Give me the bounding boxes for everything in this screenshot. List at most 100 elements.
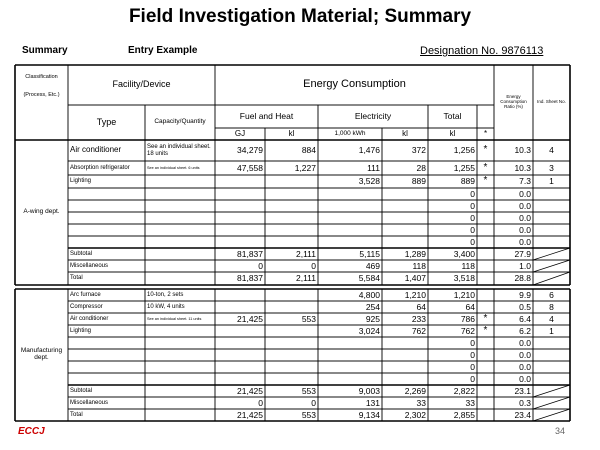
value-cell: 553: [301, 409, 316, 420]
label-cell: Air conditioner: [70, 315, 109, 322]
label-cell: Total: [70, 275, 83, 282]
value-cell: 1,256: [453, 145, 475, 156]
section-name: Manufacturing dept.: [20, 347, 63, 361]
value-cell: 1: [549, 325, 554, 336]
unit-cell: kl: [288, 128, 295, 138]
label-cell: Absorption refrigerator: [70, 164, 130, 171]
rule: [532, 247, 571, 261]
label-cell: Subtotal: [70, 387, 93, 394]
value-cell: 2,269: [404, 385, 426, 396]
value-cell: 762: [411, 325, 426, 336]
label-cell: See an individual sheet. 18 units: [147, 144, 211, 157]
value-cell: 925: [365, 313, 380, 324]
title: Field Investigation Material; Summary: [128, 6, 472, 27]
value-cell: 118: [412, 260, 426, 271]
value-cell: 1: [549, 176, 554, 187]
label: Summary: [22, 45, 68, 56]
value-cell: 111: [367, 162, 380, 173]
value-cell: 0.0: [519, 236, 531, 247]
value-cell: 0.0: [519, 337, 531, 348]
value-cell: 0: [470, 361, 475, 372]
logo: ECCJ: [18, 426, 45, 437]
unit-cell: GJ: [234, 128, 246, 138]
value-cell: 9.9: [519, 289, 531, 300]
header-cell: Facility/Device: [112, 79, 171, 90]
value-cell: *: [483, 175, 488, 187]
value-cell: 553: [301, 385, 316, 396]
value-cell: 3,400: [453, 248, 475, 259]
header-cell: Energy Consumption: [303, 78, 406, 91]
value-cell: 64: [416, 301, 426, 312]
value-cell: 0.3: [519, 397, 531, 408]
value-cell: 0.0: [519, 361, 531, 372]
value-cell: 1,476: [358, 145, 380, 156]
header-cell: Classification: [25, 73, 58, 80]
value-cell: 64: [465, 301, 475, 312]
value-cell: 4: [549, 145, 554, 156]
value-cell: 884: [301, 145, 316, 156]
value-cell: 372: [411, 145, 426, 156]
value-cell: 0: [311, 397, 316, 408]
label-cell: 10 kW, 4 units: [147, 303, 185, 310]
value-cell: 131: [365, 397, 380, 408]
value-cell: 0: [258, 397, 263, 408]
value-cell: 0: [470, 212, 475, 223]
value-cell: 3,518: [453, 273, 475, 284]
label-cell: Arc furnace: [70, 291, 101, 298]
value-cell: 47,558: [237, 162, 263, 173]
value-cell: 0.5: [519, 301, 531, 312]
value-cell: 34,279: [237, 145, 263, 156]
value-cell: 0: [470, 224, 475, 235]
value-cell: 23.4: [514, 409, 531, 420]
value-cell: 469: [365, 260, 380, 271]
value-cell: 9,134: [358, 409, 380, 420]
label-cell: Lighting: [70, 178, 92, 185]
value-cell: 2,302: [404, 409, 426, 420]
value-cell: 2,111: [295, 273, 316, 284]
value-cell: *: [483, 313, 488, 324]
value-cell: 0: [311, 260, 316, 271]
value-cell: 3: [549, 162, 554, 173]
label-cell: 10-ton, 2 sets: [147, 291, 184, 298]
value-cell: 1,255: [453, 162, 475, 173]
value-cell: 27.9: [514, 248, 531, 259]
value-cell: 254: [365, 301, 380, 312]
example: Entry Example: [128, 45, 198, 56]
header-cell: Fuel and Heat: [239, 111, 294, 122]
label-cell: Compressor: [70, 303, 103, 310]
header-cell: Ind. Sheet No.: [537, 99, 566, 105]
value-cell: 0.0: [519, 373, 531, 384]
value-cell: 0: [470, 373, 475, 384]
value-cell: 21,425: [237, 313, 263, 324]
value-cell: 1,407: [404, 273, 426, 284]
value-cell: 28: [416, 162, 426, 173]
value-cell: 28.8: [514, 273, 531, 284]
value-cell: *: [483, 161, 488, 173]
value-cell: 0: [470, 200, 475, 211]
section-name: A-wing dept.: [23, 208, 60, 216]
unit-cell: 1,000 kWh: [334, 129, 366, 137]
header-cell: Electricity: [354, 111, 392, 122]
rule: [532, 384, 571, 398]
value-cell: 10.3: [514, 162, 531, 173]
header-cell: Total: [443, 111, 462, 122]
value-cell: 889: [460, 176, 475, 187]
value-cell: 0: [470, 188, 475, 199]
value-cell: 3,024: [358, 325, 380, 336]
label-cell: Total: [70, 411, 83, 418]
value-cell: 0.0: [519, 212, 531, 223]
value-cell: 0: [470, 236, 475, 247]
label-cell: Lighting: [70, 327, 92, 334]
value-cell: 0.0: [519, 188, 531, 199]
value-cell: 10.3: [514, 145, 531, 156]
value-cell: 1.0: [519, 260, 531, 271]
rule: [532, 408, 571, 422]
value-cell: 0: [470, 337, 475, 348]
value-cell: 23.1: [514, 385, 531, 396]
value-cell: 6.4: [519, 313, 531, 324]
value-cell: 6: [549, 289, 554, 300]
value-cell: 9,003: [358, 385, 380, 396]
value-cell: 889: [411, 176, 426, 187]
